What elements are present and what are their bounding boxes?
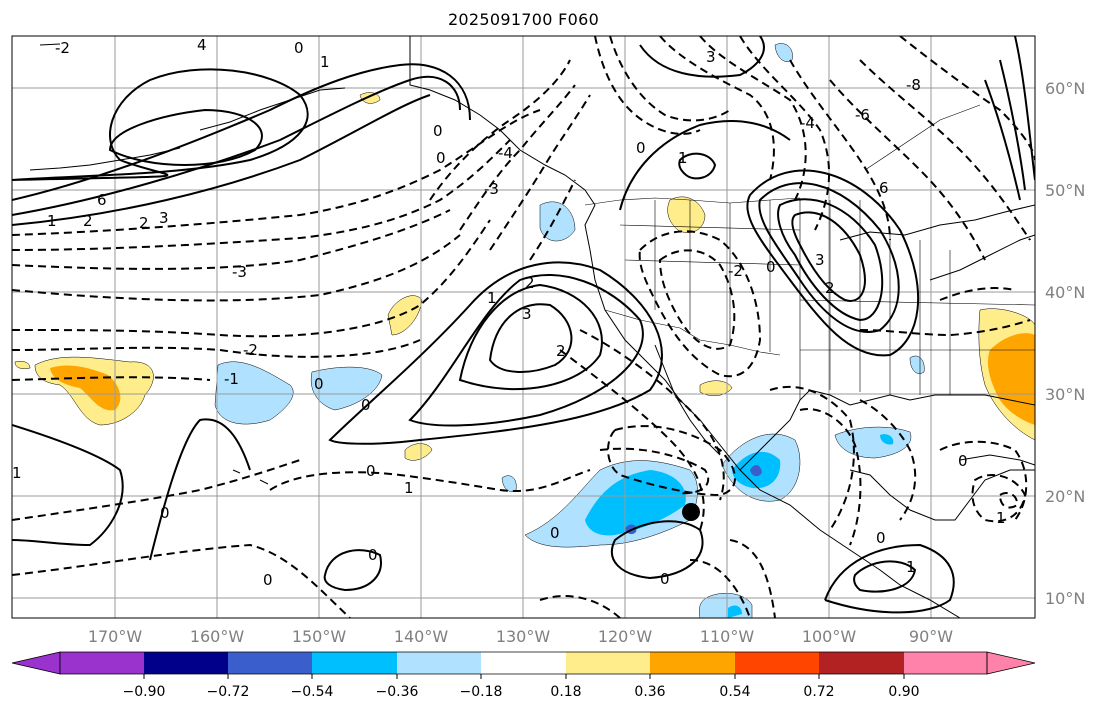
colorbar-tick-label: −0.54	[291, 684, 334, 700]
contour-label: 1	[906, 558, 916, 576]
contour-label: 6	[879, 179, 889, 197]
storm-marker	[682, 503, 700, 521]
contour-label: 0	[550, 524, 560, 542]
contour-label: 3	[815, 251, 825, 269]
colorbar-tick-label: −0.18	[460, 684, 503, 700]
colorbar-bin	[735, 652, 819, 674]
colorbar-bin	[904, 652, 987, 674]
contour-label: 1	[47, 212, 57, 230]
contour-label: 1	[996, 509, 1006, 527]
contour-label: 0	[436, 149, 446, 167]
contour-label: 0	[263, 571, 273, 589]
lon-label: 120°W	[598, 627, 653, 646]
contour-label: 2	[139, 214, 149, 232]
shaded-anomalies	[14, 43, 1035, 618]
contour-label: 6	[97, 191, 107, 209]
contour-label: 0	[314, 375, 324, 393]
contour-label: -2	[243, 341, 258, 359]
lon-label: 150°W	[292, 627, 347, 646]
contour-labels: -2 4 0 1 0 0 -4 -3 6 1 2 2 3 -3 -2 -1 0 …	[12, 36, 1006, 589]
colorbar-bin	[312, 652, 397, 674]
map-title: 2025091700 F060	[447, 10, 600, 29]
contour-label: 0	[366, 462, 376, 480]
contour-label: -6	[855, 106, 870, 124]
colorbar-extend-min	[11, 651, 61, 675]
contour-label: 3	[159, 209, 169, 227]
colorbar-bin	[819, 652, 904, 674]
contour-label: -2	[728, 262, 743, 280]
colorbar-bin	[481, 652, 566, 674]
contour-label: 0	[361, 396, 371, 414]
lat-label: 20°N	[1045, 487, 1085, 506]
colorbar-bin	[650, 652, 735, 674]
contour-label: -2	[55, 39, 70, 57]
colorbar-bin	[228, 652, 312, 674]
contour-label: 1	[12, 464, 22, 482]
dashed-contours	[12, 36, 1035, 618]
colorbar-bin	[566, 652, 650, 674]
lat-label: 30°N	[1045, 385, 1085, 404]
colorbar-tick-label: −0.36	[376, 684, 419, 700]
lat-label: 50°N	[1045, 181, 1085, 200]
contour-label: 1	[404, 479, 414, 497]
contour-label: 1	[678, 149, 688, 167]
colorbar-bin	[397, 652, 481, 674]
contour-label: -4	[800, 114, 815, 132]
colorbar-tick-label: −0.72	[207, 684, 250, 700]
contour-label: 0	[660, 570, 670, 588]
colorbar-bin	[144, 652, 228, 674]
contour-label: 2	[825, 279, 835, 297]
contour-label: 2	[525, 274, 535, 292]
contour-label: 0	[368, 546, 378, 564]
contour-label: 3	[522, 305, 532, 323]
lat-label: 10°N	[1045, 589, 1085, 608]
longitude-labels: 170°W 160°W 150°W 140°W 130°W 120°W 110°…	[88, 627, 953, 646]
contour-label: -3	[484, 180, 499, 198]
contour-label: -1	[224, 370, 239, 388]
contour-label: 0	[294, 39, 304, 57]
colorbar-bin	[60, 652, 144, 674]
contour-label: 2	[83, 212, 93, 230]
lat-label: 40°N	[1045, 283, 1085, 302]
map-frame	[11, 35, 1036, 619]
lon-label: 130°W	[496, 627, 551, 646]
contour-label: 0	[876, 529, 886, 547]
lon-label: 160°W	[190, 627, 245, 646]
lat-label: 60°N	[1045, 79, 1085, 98]
colorbar-tick-label: 0.18	[550, 684, 581, 700]
contour-label: 4	[197, 36, 207, 54]
colorbar-ticks	[143, 674, 905, 679]
colorbar-tick-label: 0.36	[634, 684, 665, 700]
lon-label: 90°W	[909, 627, 953, 646]
contour-label: 0	[958, 452, 968, 470]
contour-label: 1	[487, 289, 497, 307]
lon-label: 140°W	[394, 627, 449, 646]
latitude-labels: 60°N 50°N 40°N 30°N 20°N 10°N	[1045, 79, 1085, 608]
lon-label: 170°W	[88, 627, 143, 646]
colorbar-tick-label: −0.90	[123, 684, 166, 700]
lon-label: 110°W	[700, 627, 755, 646]
solid-contours	[12, 36, 1035, 614]
contour-label: 2	[556, 342, 566, 360]
contour-label: 0	[636, 139, 646, 157]
contour-label: 0	[160, 504, 170, 522]
colorbar-extend-max	[986, 651, 1036, 675]
contour-label: -8	[906, 76, 921, 94]
colorbar-tick-label: 0.72	[803, 684, 834, 700]
contour-label: 1	[320, 53, 330, 71]
contour-label: 0	[433, 122, 443, 140]
contour-label: 3	[706, 48, 716, 66]
contour-label: -3	[232, 263, 247, 281]
colorbar: −0.90 −0.72 −0.54 −0.36 −0.18 0.18 0.36 …	[11, 651, 1036, 700]
colorbar-tick-label: 0.90	[888, 684, 919, 700]
colorbar-tick-label: 0.54	[719, 684, 750, 700]
contour-label: -4	[498, 144, 513, 162]
lon-label: 100°W	[802, 627, 857, 646]
contour-label: 0	[766, 258, 776, 276]
